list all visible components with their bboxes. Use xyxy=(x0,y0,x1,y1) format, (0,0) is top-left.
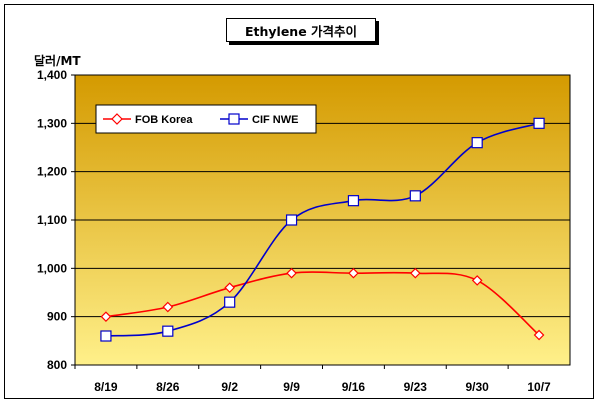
point-fob-korea xyxy=(286,267,297,279)
legend-box xyxy=(95,104,317,134)
y-tick-label: 900 xyxy=(47,310,67,324)
y-tick-label: 1,200 xyxy=(37,165,67,179)
legend-marker-cif-nwe xyxy=(228,113,240,125)
y-axis-label: 달러/MT xyxy=(34,54,81,68)
point-fob-korea xyxy=(162,301,174,313)
point-cif-nwe xyxy=(285,214,298,226)
x-tick-label: 9/16 xyxy=(342,380,366,394)
x-tick-label: 9/9 xyxy=(283,380,300,394)
x-tick-label: 8/19 xyxy=(94,380,118,394)
point-cif-nwe xyxy=(347,195,360,207)
point-fob-korea xyxy=(348,267,359,279)
series-line-cif-nwe xyxy=(105,122,540,337)
x-tick-label: 9/30 xyxy=(466,380,490,394)
legend: FOB Korea CIF NWE xyxy=(95,104,317,134)
point-fob-korea xyxy=(100,311,112,323)
y-tick-label: 1,000 xyxy=(37,261,67,275)
x-tick-label: 9/23 xyxy=(404,380,428,394)
y-tick-label: 1,400 xyxy=(37,68,67,82)
point-fob-korea xyxy=(409,267,421,279)
y-tick-label: 1,300 xyxy=(37,116,67,130)
chart-title: Ethylene 가격추이 xyxy=(226,18,376,42)
point-fob-korea xyxy=(224,282,236,294)
point-cif-nwe xyxy=(533,117,545,129)
y-tick-label: 800 xyxy=(47,358,67,372)
legend-label-cif-nwe: CIF NWE xyxy=(252,114,298,126)
legend-label-fob-korea: FOB Korea xyxy=(135,114,193,126)
x-tick-label: 9/2 xyxy=(221,380,238,394)
x-tick-label: 10/7 xyxy=(527,380,551,394)
x-tick-label: 8/26 xyxy=(156,380,180,394)
point-cif-nwe xyxy=(224,296,236,308)
point-cif-nwe xyxy=(162,325,174,337)
point-cif-nwe xyxy=(471,137,483,149)
point-cif-nwe xyxy=(100,330,112,342)
point-fob-korea xyxy=(533,329,545,341)
legend-marker-fob-korea xyxy=(111,113,123,125)
y-tick-label: 1,100 xyxy=(37,213,67,227)
point-fob-korea xyxy=(471,275,483,286)
point-cif-nwe xyxy=(409,190,421,202)
